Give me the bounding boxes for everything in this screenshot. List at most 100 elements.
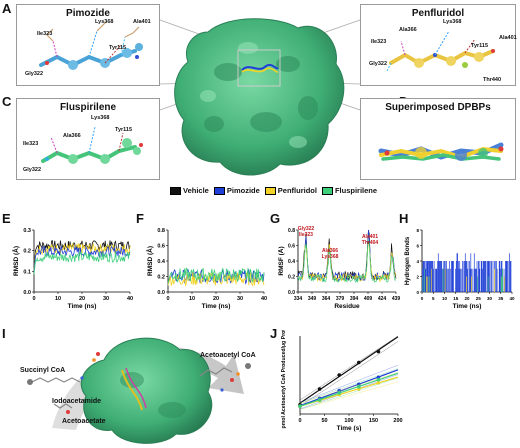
bar (446, 268, 448, 292)
series-line-pimozide (33, 245, 131, 272)
bar (464, 261, 465, 292)
bar (505, 261, 506, 292)
label-acetoacetate: Acetoacetate (62, 418, 106, 425)
panel-letter-c: C (2, 94, 12, 109)
legend-item-fluspirilene: Fluspirilene (321, 186, 377, 195)
y-tick-label: 0.1 (23, 269, 31, 275)
bar (496, 261, 497, 292)
series-line-penfluridol (297, 241, 397, 283)
annotation-label: Gly322 (298, 226, 315, 232)
bar (456, 253, 458, 292)
annotation-label: Ile323 (299, 232, 313, 238)
y-axis-label: pmol Acetoacetyl CoA Produced/µg Protein (281, 330, 287, 428)
data-point-vehicle (357, 360, 361, 365)
x-axis-label: Time (ns) (68, 303, 97, 310)
residue-label: Tyr115 (109, 45, 127, 51)
residue-label: Lys368 (443, 19, 462, 25)
x-axis-label: Time (s) (337, 425, 362, 432)
x-tick-label: 30 (103, 296, 109, 302)
bar (437, 253, 439, 292)
x-tick-label: 100 (344, 418, 353, 424)
bar (475, 268, 476, 292)
legend-swatch (264, 186, 276, 195)
residue-label: Ile323 (37, 31, 53, 37)
bar (423, 261, 425, 292)
enzyme-surface (80, 337, 213, 444)
bar (470, 253, 472, 292)
y-axis-label: RMSD (Å) (146, 246, 154, 276)
x-tick-label: 200 (393, 418, 402, 424)
bar (466, 276, 467, 292)
bar (435, 268, 437, 292)
bar (441, 261, 443, 292)
panel-b-box: Penfluridol Lys368 Ala366 Ile323 Ala401 … (360, 4, 517, 86)
y-tick-label: 0.6 (157, 244, 165, 250)
x-tick-label: 50 (321, 418, 327, 424)
legend: Vehicle Pimozide Penfluridol Fluspirilen… (170, 186, 382, 195)
y-tick-label: 0.3 (23, 228, 31, 234)
bar (440, 261, 441, 292)
residue-label: Ala366 (399, 27, 417, 33)
bar (436, 268, 438, 292)
bar (494, 268, 495, 292)
bar (458, 268, 460, 292)
bar (499, 261, 501, 292)
bar (485, 261, 487, 292)
bar (480, 261, 482, 292)
x-tick-label: 30 (487, 296, 493, 301)
pimozide-structure (39, 20, 143, 70)
y-tick-label: 6 (416, 244, 419, 249)
bar (482, 261, 484, 292)
bar (476, 261, 478, 292)
y-tick-label: 0.4 (288, 259, 295, 265)
residue-label: Gly322 (369, 61, 388, 67)
bar (429, 261, 431, 292)
x-tick-label: 30 (237, 296, 243, 302)
bar (455, 268, 456, 292)
y-axis-label: Hydrogen Bonds (405, 236, 411, 285)
bar (478, 261, 480, 292)
x-tick-label: 379 (336, 296, 345, 302)
superimposed-structures (378, 142, 504, 161)
bar (504, 276, 506, 292)
y-tick-label: 0.0 (157, 290, 165, 296)
bar (422, 276, 424, 292)
y-tick-label: 0.8 (288, 228, 295, 234)
bar (510, 261, 512, 292)
panel-letter-j: J (270, 326, 278, 341)
bar (503, 268, 505, 292)
x-tick-label: 150 (369, 418, 378, 424)
bar (444, 261, 445, 292)
bar (446, 261, 447, 292)
x-tick-label: 409 (364, 296, 373, 302)
data-point-vehicle (376, 349, 381, 354)
data-point-penfluridol (376, 381, 381, 385)
x-tick-label: 394 (350, 296, 359, 302)
bar (479, 268, 481, 292)
bar (463, 261, 465, 292)
bar (495, 261, 497, 292)
data-point-vehicle (337, 373, 341, 377)
x-tick-label: 424 (378, 296, 387, 302)
bar (498, 261, 500, 292)
panel-letter-a: A (2, 1, 12, 16)
y-tick-label: 0.2 (288, 275, 295, 281)
bar (473, 253, 475, 292)
bar (509, 253, 510, 292)
ci-line-penfluridol (299, 372, 399, 404)
bar (492, 261, 494, 292)
residue-label: Gly322 (23, 167, 42, 173)
bar (443, 261, 445, 292)
legend-swatch (321, 186, 333, 195)
series-line-fluspirilene (297, 240, 397, 284)
bar (501, 276, 503, 292)
chart-g: 334 349 364 379 394 409 424 439 0.0 0.2 0.4 0.6 0.8 R… (278, 226, 400, 310)
panel-b-title: Penfluridol (411, 8, 465, 19)
bar (430, 261, 431, 292)
bar (442, 268, 444, 292)
y-tick-label: 0.2 (23, 249, 31, 255)
bar (433, 268, 434, 292)
legend-swatch (213, 186, 225, 195)
bar (458, 261, 459, 292)
bar (478, 261, 479, 292)
